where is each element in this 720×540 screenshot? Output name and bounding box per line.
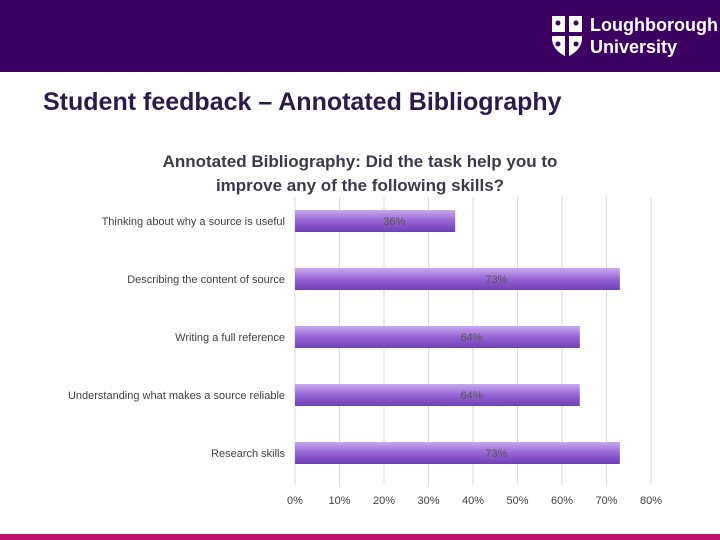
chart-title-line-2: improve any of the following skills? <box>215 176 505 195</box>
x-tick-label: 0% <box>287 495 303 507</box>
bar <box>295 268 620 290</box>
category-labels: Thinking about why a source is useful Des… <box>68 216 286 460</box>
logo-line-1: Loughborough <box>590 15 718 35</box>
category-label: Describing the content of source <box>127 274 285 286</box>
x-tick-label: 80% <box>640 495 662 507</box>
data-label: 64% <box>461 332 483 344</box>
data-label: 36% <box>383 216 405 228</box>
x-tick-label: 60% <box>551 495 573 507</box>
data-label: 64% <box>461 390 483 402</box>
category-label: Writing a full reference <box>175 332 285 344</box>
data-label: 73% <box>485 274 507 286</box>
data-label: 73% <box>485 448 507 460</box>
category-label: Understanding what makes a source reliab… <box>68 390 285 402</box>
bar <box>295 384 580 406</box>
x-tick-labels: 0% 10% 20% 30% 40% 50% 60% 70% 80% <box>287 495 662 507</box>
x-tick-label: 30% <box>417 495 439 507</box>
x-tick-label: 40% <box>462 495 484 507</box>
x-tick-label: 10% <box>328 495 350 507</box>
header-bar: Loughborough University <box>0 0 720 72</box>
slide-title: Student feedback – Annotated Bibliograph… <box>43 88 562 116</box>
bar-chart: 36% 73% 64% 64% 73% Thinking about why a sou… <box>68 197 662 507</box>
bottom-accent-strip <box>0 534 720 540</box>
x-tick-label: 50% <box>506 495 528 507</box>
bar <box>295 326 580 348</box>
chart-title-line-1: Annotated Bibliography: Did the task hel… <box>162 152 558 171</box>
university-logo <box>552 16 582 57</box>
category-label: Research skills <box>211 448 285 460</box>
bar <box>295 442 620 464</box>
x-tick-label: 70% <box>595 495 617 507</box>
bar <box>295 210 456 232</box>
category-label: Thinking about why a source is useful <box>102 216 285 228</box>
x-tick-label: 20% <box>373 495 395 507</box>
logo-line-2: University <box>590 37 678 57</box>
bars: 36% 73% 64% 64% 73% <box>295 210 620 464</box>
crest-icon <box>552 16 582 57</box>
chart-title: Annotated Bibliography: Did the task hel… <box>80 150 640 198</box>
